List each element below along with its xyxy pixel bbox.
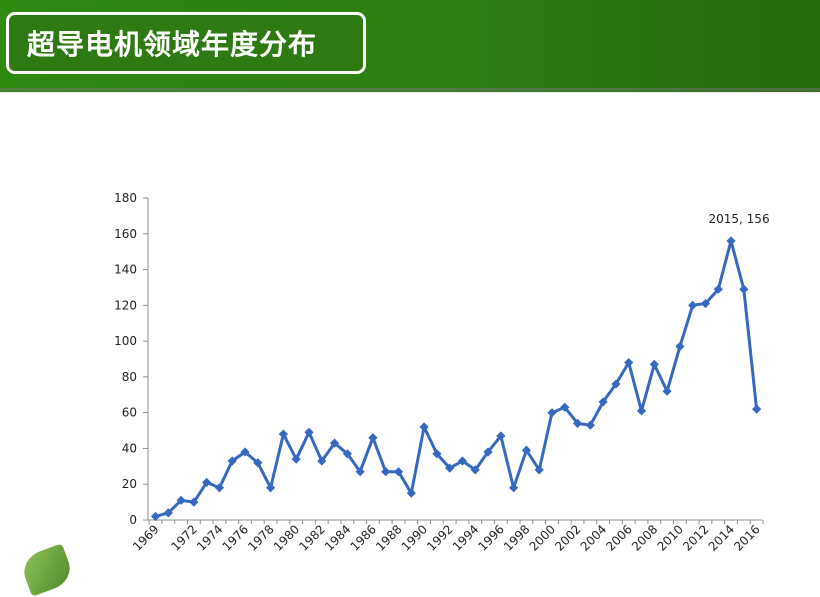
data-point-marker: [572, 418, 583, 428]
data-point-marker: [291, 454, 301, 464]
data-point-marker: [445, 463, 455, 473]
data-point-marker: [521, 445, 532, 455]
y-tick-label: 140: [114, 263, 137, 277]
x-tick-label: 2010: [655, 522, 686, 553]
x-tick-label: 1982: [296, 522, 327, 553]
data-point-marker: [406, 488, 416, 498]
data-point-marker: [227, 456, 237, 466]
x-tick-label: 1988: [373, 522, 404, 553]
data-point-marker: [355, 467, 365, 477]
data-point-marker: [624, 357, 634, 368]
data-point-marker: [176, 495, 186, 505]
x-tick-label: 2002: [552, 522, 583, 553]
y-tick-label: 180: [114, 191, 137, 205]
data-point-marker: [560, 402, 570, 412]
data-point-marker: [304, 427, 314, 437]
title-box: 超导电机领域年度分布: [6, 12, 366, 74]
x-tick-label: 1996: [475, 522, 506, 553]
data-point-marker: [636, 406, 647, 416]
y-tick-label: 40: [122, 441, 137, 455]
data-point-marker: [266, 483, 276, 493]
data-point-marker: [368, 433, 378, 443]
header-shadow: [0, 88, 820, 94]
data-point-marker: [457, 456, 468, 466]
data-point-marker: [534, 465, 544, 475]
x-tick-label: 2016: [731, 522, 762, 553]
y-tick-label: 160: [114, 227, 137, 241]
y-tick-label: 60: [122, 406, 137, 420]
data-point-marker: [202, 477, 212, 488]
data-point-marker: [163, 508, 173, 518]
data-point-marker: [752, 404, 762, 414]
data-point-marker: [253, 458, 263, 468]
x-tick-label: 1972: [168, 522, 199, 553]
data-point-marker: [240, 447, 250, 457]
data-point-marker: [483, 447, 493, 457]
data-point-marker: [278, 429, 288, 439]
x-tick-label: 1978: [245, 522, 276, 553]
page-title: 超导电机领域年度分布: [27, 28, 318, 61]
data-point-marker: [214, 483, 225, 493]
data-point-marker: [470, 465, 480, 475]
x-tick-label: 1986: [348, 522, 379, 553]
data-point-marker: [700, 298, 711, 309]
x-tick-label: 2004: [578, 522, 609, 553]
y-tick-label: 120: [114, 298, 137, 312]
x-tick-label: 1992: [424, 522, 455, 553]
series-line: [155, 239, 759, 518]
x-tick-label: 2014: [706, 522, 737, 553]
data-point-marker: [688, 300, 698, 310]
x-tick-label: 1976: [220, 522, 251, 553]
data-point-marker: [150, 511, 161, 522]
data-point-marker: [381, 467, 391, 477]
data-point-marker: [432, 449, 442, 459]
x-tick-label: 2000: [527, 522, 558, 553]
data-point-marker: [675, 341, 685, 352]
data-point-marker: [649, 359, 659, 369]
x-tick-label: 2008: [629, 522, 660, 553]
data-point-marker: [419, 422, 429, 432]
data-label: 2015, 156: [709, 212, 770, 226]
x-tick-label: 1984: [322, 522, 353, 553]
data-point-marker: [662, 386, 672, 396]
x-tick-label: 1994: [450, 522, 481, 553]
data-point-marker: [585, 420, 595, 430]
data-point-marker: [726, 236, 736, 246]
x-tick-label: 2012: [680, 522, 711, 553]
x-tick-label: 1998: [501, 522, 532, 553]
data-point-marker: [611, 379, 621, 389]
data-point-marker: [329, 438, 340, 448]
y-tick-label: 20: [122, 477, 137, 491]
data-point-marker: [317, 456, 327, 466]
y-tick-label: 80: [122, 370, 137, 384]
data-point-marker: [393, 467, 404, 477]
data-point-marker: [713, 284, 723, 294]
data-point-marker: [189, 497, 199, 507]
x-tick-label: 1974: [194, 522, 225, 553]
x-tick-label: 1980: [271, 522, 302, 553]
data-point-marker: [598, 397, 608, 407]
data-point-marker: [342, 449, 352, 459]
data-point-marker: [547, 408, 557, 418]
x-tick-label: 1990: [399, 522, 430, 553]
y-tick-label: 100: [114, 334, 137, 348]
y-tick-label: 0: [129, 513, 137, 527]
data-point-marker: [496, 431, 506, 441]
x-tick-label: 2006: [603, 522, 634, 553]
data-point-marker: [509, 483, 519, 493]
data-point-marker: [739, 284, 749, 294]
